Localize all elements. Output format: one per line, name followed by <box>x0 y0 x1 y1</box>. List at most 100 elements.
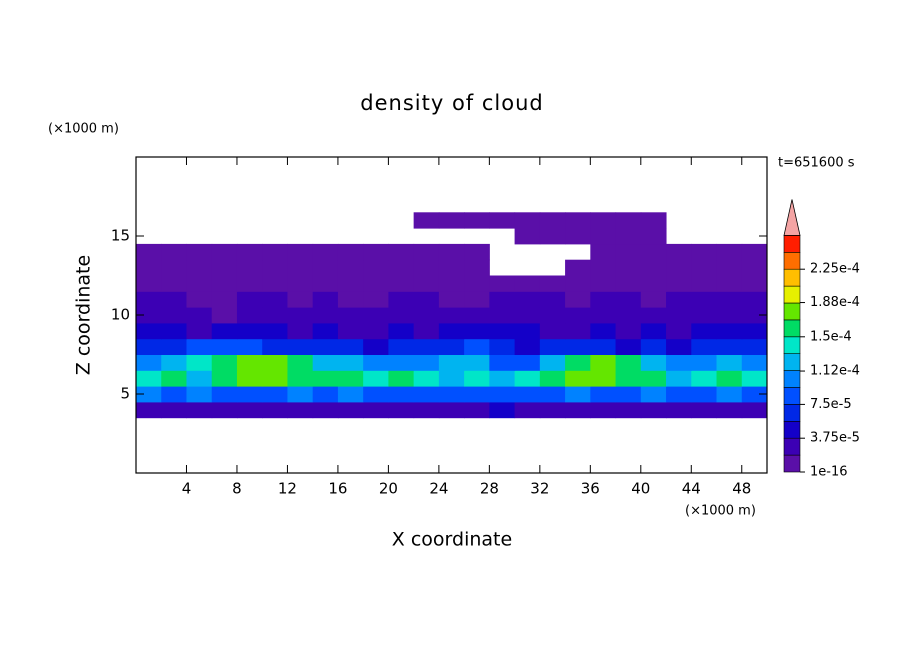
contour-cell <box>236 307 263 324</box>
contour-cell <box>438 401 465 419</box>
contour-cell <box>413 243 440 261</box>
x-axis-label: X coordinate <box>392 529 512 551</box>
contour-cell <box>262 291 288 308</box>
contour-cell <box>161 259 187 276</box>
contour-cell <box>186 307 213 324</box>
contour-cell <box>312 386 339 403</box>
contour-cell <box>161 322 187 340</box>
contour-cell <box>716 322 743 340</box>
contour-cell <box>464 386 490 403</box>
contour-cell <box>590 322 617 340</box>
contour-cell <box>640 291 667 308</box>
contour-cell <box>691 275 718 292</box>
colorbar-extension <box>783 199 801 236</box>
contour-cell <box>363 354 389 371</box>
contour-cell <box>615 386 642 403</box>
contour-cell <box>464 243 490 261</box>
contour-cell <box>539 354 566 371</box>
contour-cell <box>716 243 743 261</box>
contour-cell <box>337 322 364 340</box>
contour-cell <box>413 386 440 403</box>
contour-cell <box>741 370 768 387</box>
x-tick-label: 36 <box>581 480 600 498</box>
contour-cell <box>615 370 642 387</box>
contour-cell <box>161 386 187 403</box>
contour-cell <box>464 259 490 276</box>
colorbar-band <box>783 319 801 338</box>
contour-cell <box>287 322 314 340</box>
contour-cell <box>716 354 743 371</box>
contour-cell <box>438 291 465 308</box>
contour-cell <box>236 243 263 261</box>
contour-cell <box>186 370 213 387</box>
contour-cell <box>312 370 339 387</box>
colorbar-tick-label: 1.5e-4 <box>810 329 852 344</box>
contour-cell <box>615 212 642 229</box>
contour-cell <box>514 212 541 229</box>
contour-cell <box>666 401 692 419</box>
contour-cell <box>565 307 591 324</box>
contour-cell <box>464 354 490 371</box>
contour-cell <box>388 354 415 371</box>
contour-cell <box>337 259 364 276</box>
contour-cell <box>388 401 415 419</box>
x-tick-label: 32 <box>530 480 549 498</box>
contour-cell <box>388 370 415 387</box>
contour-cell <box>388 322 415 340</box>
contour-cell <box>363 386 389 403</box>
contour-cell <box>716 401 743 419</box>
colorbar-tick-label: 7.5e-5 <box>810 397 852 412</box>
contour-cell <box>640 243 667 261</box>
contour-cell <box>438 386 465 403</box>
contour-cell <box>312 259 339 276</box>
contour-cell <box>413 275 440 292</box>
contour-cell <box>186 275 213 292</box>
contour-cell <box>363 322 389 340</box>
contour-cell <box>287 370 314 387</box>
contour-cell <box>691 370 718 387</box>
contour-cell <box>489 307 516 324</box>
contour-cell <box>590 386 617 403</box>
contour-cell <box>741 307 768 324</box>
contour-cell <box>211 259 238 276</box>
contour-cell <box>716 386 743 403</box>
contour-cell <box>262 401 288 419</box>
colorbar-tick-label: 3.75e-5 <box>810 431 860 446</box>
contour-cell <box>136 259 162 276</box>
contour-cell <box>640 228 667 245</box>
contour-cell <box>161 370 187 387</box>
contour-cell <box>388 275 415 292</box>
contour-cell <box>615 322 642 340</box>
contour-cell <box>590 291 617 308</box>
contour-cell <box>565 212 591 229</box>
contour-cell <box>262 307 288 324</box>
contour-cell <box>590 243 617 261</box>
contour-cell <box>186 259 213 276</box>
contour-cell <box>615 401 642 419</box>
contour-cell <box>438 212 465 229</box>
contour-cell <box>489 212 516 229</box>
contour-cell <box>666 243 692 261</box>
contour-cell <box>211 291 238 308</box>
contour-cell <box>262 243 288 261</box>
contour-cell <box>186 322 213 340</box>
contour-cell <box>565 259 591 276</box>
x-tick-label: 16 <box>328 480 347 498</box>
contour-cell <box>287 307 314 324</box>
contour-cell <box>640 401 667 419</box>
contour-cell <box>640 370 667 387</box>
contour-cell <box>514 275 541 292</box>
contour-cell <box>413 401 440 419</box>
contour-cell <box>716 370 743 387</box>
contour-cell <box>236 322 263 340</box>
contour-cell <box>287 275 314 292</box>
x-tick-label: 8 <box>232 480 242 498</box>
colorbar-band <box>783 235 801 253</box>
contour-cell <box>615 291 642 308</box>
contour-cell <box>691 354 718 371</box>
contour-cell <box>489 275 516 292</box>
contour-cell <box>287 259 314 276</box>
contour-cell <box>590 275 617 292</box>
contour-cell <box>640 338 667 355</box>
contour-cell <box>136 307 162 324</box>
